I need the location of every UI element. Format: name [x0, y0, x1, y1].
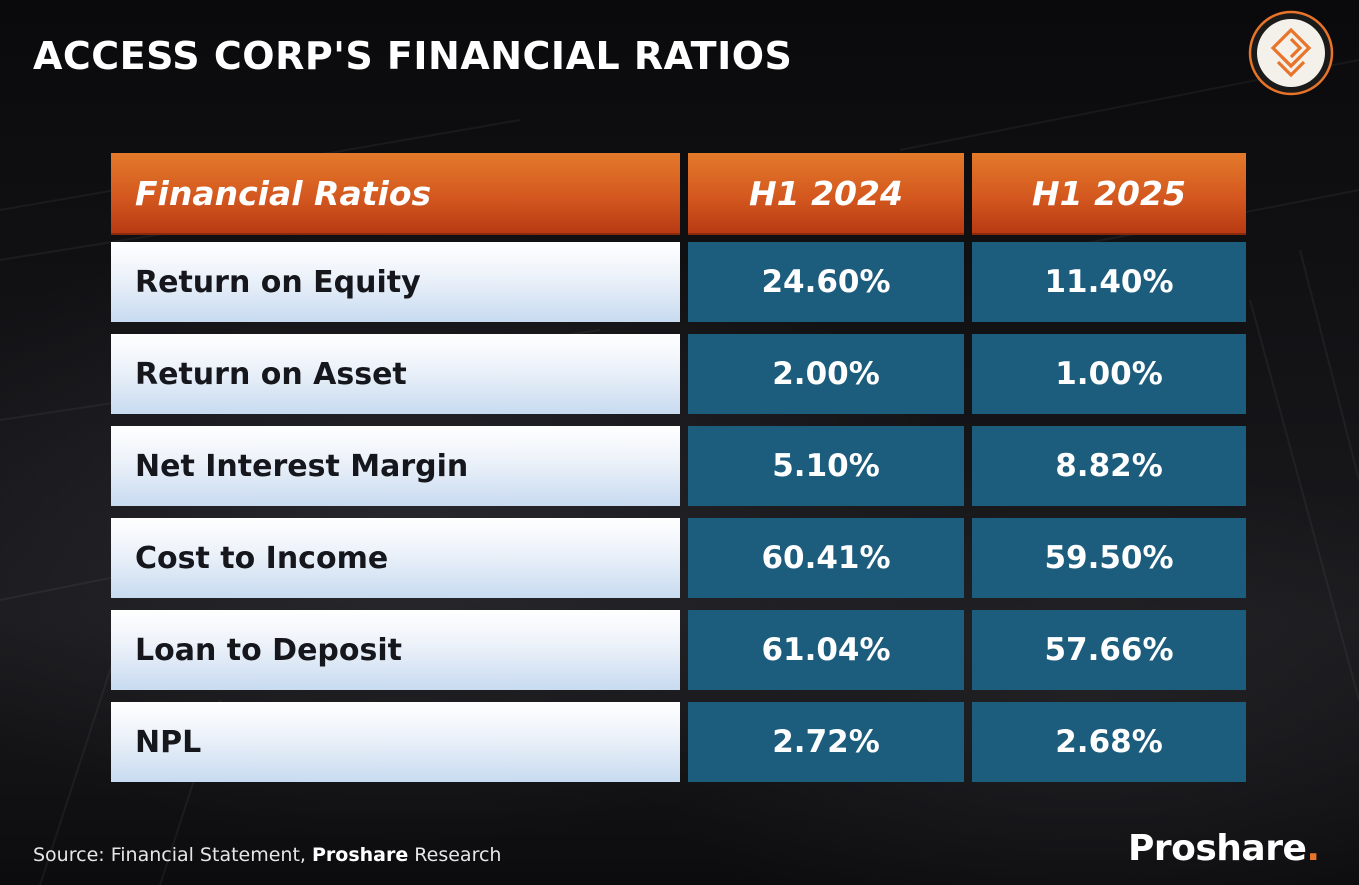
- source-note: Source: Financial Statement, Proshare Re…: [33, 844, 501, 866]
- source-bold: Proshare: [312, 844, 409, 866]
- value-text: 60.41%: [761, 540, 891, 576]
- value-cell-h1-2025: 57.66%: [972, 610, 1246, 690]
- brand-dot: .: [1306, 828, 1320, 869]
- row-label-npl: NPL: [111, 702, 680, 782]
- column-header-label: Financial Ratios: [135, 173, 432, 213]
- row-label-return-on-equity: Return on Equity: [111, 242, 680, 322]
- row-label: Cost to Income: [135, 540, 389, 576]
- brand-name: Proshare: [1128, 828, 1307, 869]
- value-cell-h1-2024: 61.04%: [688, 610, 964, 690]
- value-cell-h1-2025: 59.50%: [972, 518, 1246, 598]
- column-header-h1-2024: H1 2024: [688, 153, 964, 235]
- value-text: 2.00%: [772, 356, 880, 392]
- value-cell-h1-2024: 5.10%: [688, 426, 964, 506]
- value-text: 24.60%: [761, 264, 891, 300]
- row-label: Return on Equity: [135, 264, 421, 300]
- value-cell-h1-2024: 2.00%: [688, 334, 964, 414]
- column-header-financial-ratios: Financial Ratios: [111, 153, 680, 235]
- value-cell-h1-2025: 11.40%: [972, 242, 1246, 322]
- value-cell-h1-2025: 1.00%: [972, 334, 1246, 414]
- row-label-return-on-asset: Return on Asset: [111, 334, 680, 414]
- value-text: 11.40%: [1044, 264, 1174, 300]
- value-text: 2.72%: [772, 724, 880, 760]
- value-cell-h1-2024: 60.41%: [688, 518, 964, 598]
- value-cell-h1-2024: 24.60%: [688, 242, 964, 322]
- column-header-label: H1 2025: [1032, 173, 1186, 213]
- row-label-loan-to-deposit: Loan to Deposit: [111, 610, 680, 690]
- row-label: Loan to Deposit: [135, 632, 402, 668]
- value-text: 57.66%: [1044, 632, 1174, 668]
- value-text: 5.10%: [772, 448, 880, 484]
- value-cell-h1-2025: 8.82%: [972, 426, 1246, 506]
- brand-wordmark: Proshare.: [1128, 828, 1320, 869]
- row-label-cost-to-income: Cost to Income: [111, 518, 680, 598]
- source-prefix: Source: Financial Statement,: [33, 844, 312, 866]
- value-cell-h1-2025: 2.68%: [972, 702, 1246, 782]
- row-label: Net Interest Margin: [135, 448, 469, 484]
- value-text: 61.04%: [761, 632, 891, 668]
- column-header-h1-2025: H1 2025: [972, 153, 1246, 235]
- row-label-net-interest-margin: Net Interest Margin: [111, 426, 680, 506]
- page-title: ACCESS CORP'S FINANCIAL RATIOS: [33, 34, 793, 78]
- row-label: NPL: [135, 724, 202, 760]
- row-label: Return on Asset: [135, 356, 407, 392]
- value-text: 59.50%: [1044, 540, 1174, 576]
- value-cell-h1-2024: 2.72%: [688, 702, 964, 782]
- source-suffix: Research: [408, 844, 502, 866]
- value-text: 1.00%: [1055, 356, 1163, 392]
- value-text: 8.82%: [1055, 448, 1163, 484]
- column-header-label: H1 2024: [749, 173, 903, 213]
- proshare-diamond-logo-icon: [1248, 10, 1334, 96]
- value-text: 2.68%: [1055, 724, 1163, 760]
